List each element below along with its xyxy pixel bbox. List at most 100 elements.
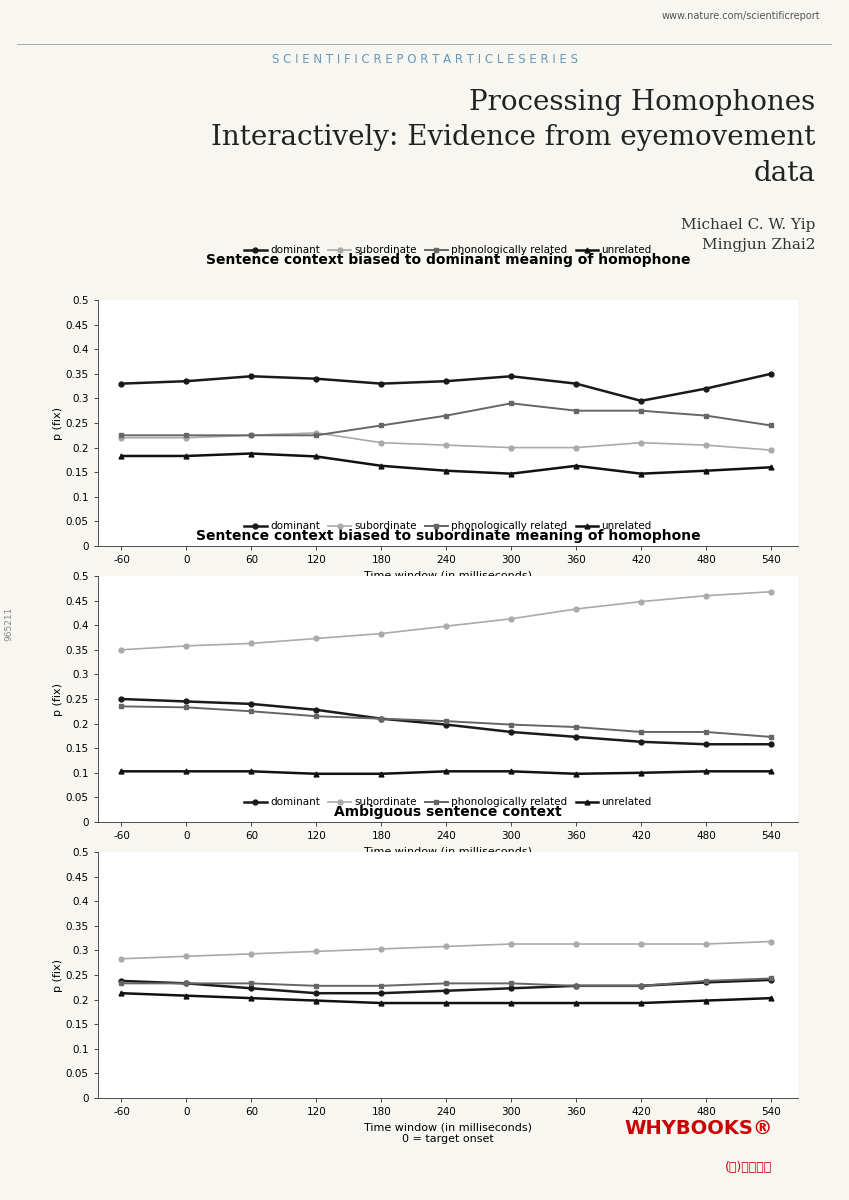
- unrelated: [636, 766, 646, 780]
- phonologically related: [116, 700, 127, 714]
- unrelated: [441, 764, 452, 779]
- Text: Michael C. W. Yip: Michael C. W. Yip: [682, 218, 816, 232]
- subordinate: [182, 638, 192, 653]
- subordinate: [766, 584, 776, 599]
- dominant: [766, 737, 776, 751]
- unrelated: [246, 764, 256, 779]
- subordinate: [571, 440, 582, 455]
- unrelated: [182, 989, 192, 1003]
- Y-axis label: p (fix): p (fix): [53, 407, 63, 439]
- phonologically related: [506, 976, 516, 990]
- Title: Ambiguous sentence context: Ambiguous sentence context: [334, 805, 562, 818]
- Text: S C I E N T I F I C R E P O R T A R T I C L E S E R I E S: S C I E N T I F I C R E P O R T A R T I …: [272, 53, 577, 66]
- X-axis label: Time window (in milliseconds)
0 = target onset: Time window (in milliseconds) 0 = target…: [364, 846, 531, 868]
- dominant: [116, 691, 127, 706]
- dominant: [246, 982, 256, 996]
- Line: unrelated: unrelated: [119, 769, 773, 776]
- dominant: [701, 976, 711, 990]
- phonologically related: [766, 971, 776, 985]
- unrelated: [766, 991, 776, 1006]
- unrelated: [312, 449, 322, 463]
- unrelated: [701, 463, 711, 478]
- subordinate: [246, 636, 256, 650]
- dominant: [376, 712, 386, 726]
- subordinate: [766, 935, 776, 949]
- Text: Processing Homophones
Interactively: Evidence from eyemovement
data: Processing Homophones Interactively: Evi…: [211, 89, 816, 187]
- subordinate: [116, 431, 127, 445]
- dominant: [701, 382, 711, 396]
- phonologically related: [312, 979, 322, 994]
- dominant: [312, 372, 322, 386]
- dominant: [636, 734, 646, 749]
- subordinate: [636, 594, 646, 608]
- unrelated: [312, 767, 322, 781]
- Line: unrelated: unrelated: [119, 991, 773, 1006]
- unrelated: [376, 996, 386, 1010]
- dominant: [506, 370, 516, 384]
- Title: Sentence context biased to dominant meaning of homophone: Sentence context biased to dominant mean…: [205, 253, 690, 266]
- phonologically related: [182, 976, 192, 990]
- dominant: [376, 377, 386, 391]
- Line: subordinate: subordinate: [119, 940, 773, 961]
- subordinate: [441, 619, 452, 634]
- unrelated: [701, 994, 711, 1008]
- unrelated: [571, 996, 582, 1010]
- dominant: [246, 697, 256, 712]
- phonologically related: [116, 428, 127, 443]
- Text: 965211: 965211: [5, 607, 14, 641]
- phonologically related: [506, 396, 516, 410]
- unrelated: [506, 764, 516, 779]
- unrelated: [246, 446, 256, 461]
- subordinate: [312, 631, 322, 646]
- unrelated: [312, 994, 322, 1008]
- phonologically related: [571, 720, 582, 734]
- subordinate: [701, 438, 711, 452]
- dominant: [312, 703, 322, 718]
- phonologically related: [766, 419, 776, 433]
- dominant: [441, 984, 452, 998]
- unrelated: [182, 764, 192, 779]
- unrelated: [116, 764, 127, 779]
- unrelated: [116, 449, 127, 463]
- Line: dominant: dominant: [119, 978, 773, 996]
- phonologically related: [506, 718, 516, 732]
- Text: Mingjun Zhai2: Mingjun Zhai2: [702, 238, 816, 252]
- unrelated: [506, 467, 516, 481]
- Title: Sentence context biased to subordinate meaning of homophone: Sentence context biased to subordinate m…: [195, 529, 700, 542]
- unrelated: [636, 467, 646, 481]
- unrelated: [441, 996, 452, 1010]
- X-axis label: Time window (in milliseconds)
0 = target onset: Time window (in milliseconds) 0 = target…: [364, 1122, 531, 1144]
- dominant: [182, 976, 192, 990]
- dominant: [441, 374, 452, 389]
- unrelated: [441, 463, 452, 478]
- subordinate: [441, 940, 452, 954]
- phonologically related: [376, 979, 386, 994]
- subordinate: [116, 642, 127, 656]
- unrelated: [376, 767, 386, 781]
- dominant: [571, 730, 582, 744]
- subordinate: [636, 937, 646, 952]
- subordinate: [701, 588, 711, 602]
- Line: subordinate: subordinate: [119, 431, 773, 452]
- dominant: [182, 695, 192, 709]
- phonologically related: [571, 403, 582, 418]
- subordinate: [506, 937, 516, 952]
- dominant: [116, 973, 127, 988]
- Line: phonologically related: phonologically related: [119, 976, 773, 989]
- Line: phonologically related: phonologically related: [119, 704, 773, 739]
- dominant: [571, 377, 582, 391]
- subordinate: [571, 937, 582, 952]
- phonologically related: [116, 976, 127, 990]
- unrelated: [182, 449, 192, 463]
- dominant: [636, 979, 646, 994]
- phonologically related: [636, 725, 646, 739]
- phonologically related: [701, 408, 711, 422]
- phonologically related: [701, 973, 711, 988]
- dominant: [182, 374, 192, 389]
- subordinate: [636, 436, 646, 450]
- Line: subordinate: subordinate: [119, 589, 773, 653]
- dominant: [376, 986, 386, 1001]
- phonologically related: [312, 428, 322, 443]
- phonologically related: [376, 419, 386, 433]
- unrelated: [766, 764, 776, 779]
